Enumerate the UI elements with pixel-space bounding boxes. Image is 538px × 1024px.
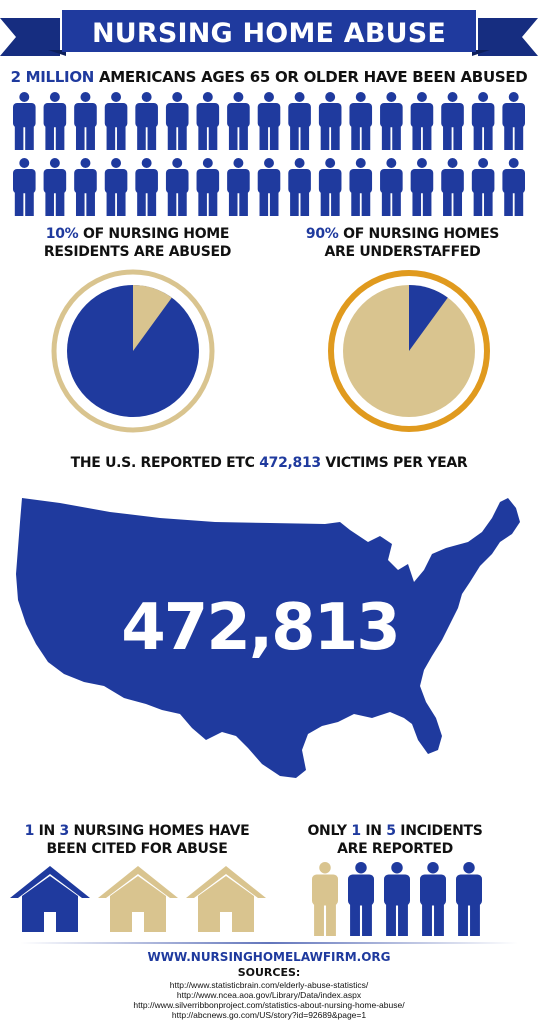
house-icon xyxy=(98,866,178,932)
person-icon xyxy=(257,158,281,216)
person-icon xyxy=(135,92,158,150)
person-icon xyxy=(318,158,342,216)
person-icon xyxy=(165,158,189,216)
pie2-percent: 90% xyxy=(305,226,339,242)
pie2-slice xyxy=(409,285,448,351)
person-icon xyxy=(74,92,97,150)
incident-people xyxy=(312,862,482,936)
pie1-line2: RESIDENTS ARE ABUSED xyxy=(43,244,232,260)
person-icon xyxy=(288,92,311,150)
person-icon xyxy=(43,92,67,150)
us-map xyxy=(16,498,520,778)
people-grid xyxy=(13,92,525,216)
cited-label: 1 IN 3 NURSING HOMES HAVE BEEN CITED FOR… xyxy=(24,823,250,857)
person-icon xyxy=(410,158,434,216)
pie1-ring xyxy=(51,269,215,433)
victims-number: 472,813 xyxy=(259,455,321,471)
person-icon xyxy=(196,158,220,216)
pie2-line2: ARE UNDERSTAFFED xyxy=(324,244,481,260)
house-icon xyxy=(186,866,266,932)
person-icon xyxy=(420,862,446,936)
person-icon xyxy=(349,92,373,150)
person-icon xyxy=(13,158,36,216)
pie1-line1: OF NURSING HOME xyxy=(78,226,230,242)
title-banner xyxy=(0,6,538,66)
pie2-label: 90% OF NURSING HOMES ARE UNDERSTAFFED xyxy=(290,225,515,261)
page-title: NURSING HOME ABUSE xyxy=(91,18,447,49)
person-icon xyxy=(288,158,311,216)
person-icon xyxy=(380,158,403,216)
person-icon xyxy=(348,862,374,936)
person-icon xyxy=(384,862,410,936)
person-icon xyxy=(227,158,250,216)
person-icon xyxy=(441,158,464,216)
pie2-ring xyxy=(328,270,490,432)
pie2-chart xyxy=(328,270,490,432)
stat-number: 2 MILLION xyxy=(10,68,95,86)
person-icon xyxy=(196,92,220,150)
person-icon xyxy=(13,92,36,150)
person-icon xyxy=(104,92,128,150)
source-link[interactable]: http://www.silverribbonproject.com/stati… xyxy=(133,1000,405,1010)
house-icon-cited xyxy=(10,866,90,932)
victims-heading: THE U.S. REPORTED ETC 472,813 VICTIMS PE… xyxy=(70,455,468,471)
sources-title: SOURCES: xyxy=(237,966,301,979)
person-icon xyxy=(471,158,495,216)
source-link[interactable]: http://www.ncea.aoa.gov/Library/Data/ind… xyxy=(176,990,362,1000)
source-link[interactable]: http://abcnews.go.com/US/story?id=92689&… xyxy=(171,1010,367,1020)
person-icon xyxy=(165,92,189,150)
map-number: 472,813 xyxy=(121,591,401,665)
person-icon xyxy=(502,158,525,216)
person-icon xyxy=(441,92,464,150)
houses-row xyxy=(10,866,266,932)
ribbon-icon xyxy=(0,10,538,56)
person-icon xyxy=(43,158,67,216)
person-icon xyxy=(104,158,128,216)
person-icon xyxy=(410,92,434,150)
person-icon xyxy=(227,92,250,150)
person-icon xyxy=(456,862,482,936)
source-link[interactable]: http://www.statisticbrain.com/elderly-ab… xyxy=(169,980,369,990)
stat-text: AMERICANS AGES 65 OR OLDER HAVE BEEN ABU… xyxy=(94,68,528,86)
person-icon xyxy=(502,92,525,150)
person-icon xyxy=(349,158,373,216)
pie1-label: 10% OF NURSING HOME RESIDENTS ARE ABUSED xyxy=(20,225,255,261)
pie2-line1: OF NURSING HOMES xyxy=(338,226,500,242)
person-icon xyxy=(318,92,342,150)
website-link[interactable]: WWW.NURSINGHOMELAWFIRM.ORG xyxy=(147,950,391,964)
stat-abused-heading: 2 MILLION AMERICANS AGES 65 OR OLDER HAV… xyxy=(0,68,538,86)
us-map-shape xyxy=(16,498,520,778)
pie1-chart xyxy=(51,269,215,433)
person-icon xyxy=(380,92,403,150)
pie1-slice xyxy=(133,285,172,351)
person-icon xyxy=(74,158,97,216)
person-icon xyxy=(471,92,495,150)
person-icon xyxy=(135,158,158,216)
incidents-label: ONLY 1 IN 5 INCIDENTS ARE REPORTED xyxy=(307,823,483,857)
person-icon xyxy=(312,862,338,936)
pie1-percent: 10% xyxy=(45,226,79,242)
bottom-divider xyxy=(20,942,518,944)
person-icon xyxy=(257,92,281,150)
